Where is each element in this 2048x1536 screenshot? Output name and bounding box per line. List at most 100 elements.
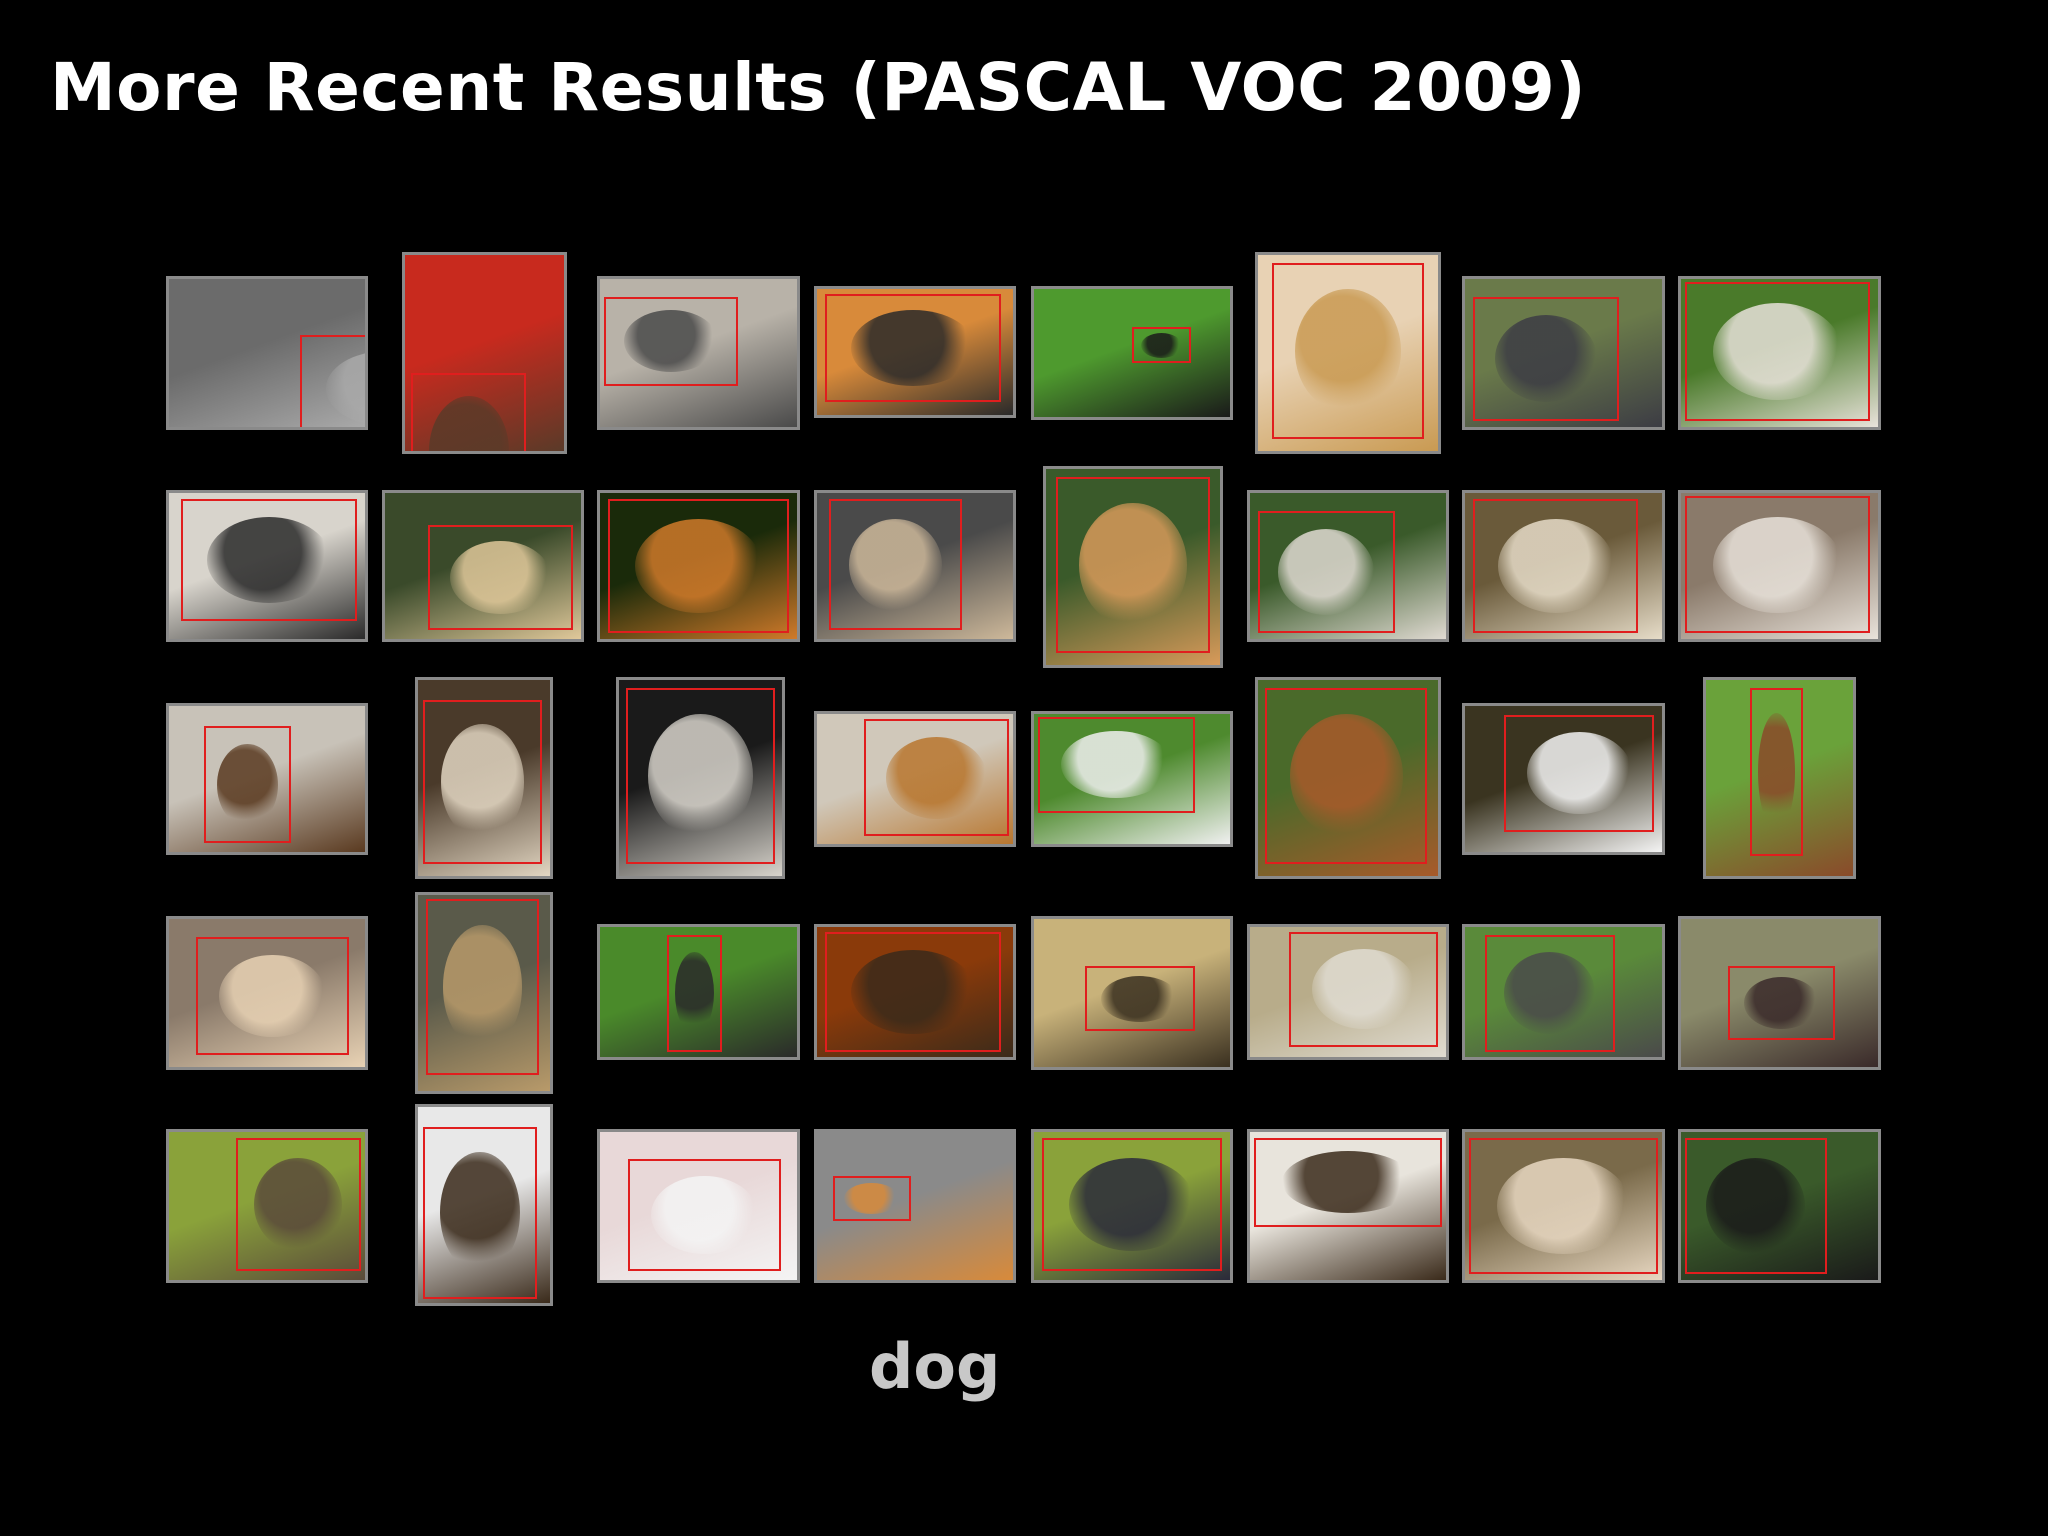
photo-subject xyxy=(219,954,327,1038)
detection-thumbnail xyxy=(415,677,553,879)
photo-subject xyxy=(844,1183,900,1215)
photo-subject xyxy=(1526,732,1632,815)
detection-thumbnail xyxy=(1462,703,1665,855)
bounding-box xyxy=(1056,476,1210,654)
photo-subject xyxy=(1311,949,1416,1030)
photo-subject xyxy=(1744,977,1819,1030)
detection-thumbnail xyxy=(166,490,368,642)
detection-thumbnail xyxy=(1678,916,1881,1070)
slide-title: More Recent Results (PASCAL VOC 2009) xyxy=(50,49,1587,126)
bounding-box xyxy=(425,898,540,1076)
detection-thumbnail xyxy=(1678,490,1881,642)
detection-thumbnail xyxy=(597,924,800,1060)
photo-subject xyxy=(1295,289,1401,413)
bounding-box xyxy=(627,1158,782,1272)
detection-thumbnail xyxy=(402,252,567,454)
photo-subject xyxy=(1289,714,1403,838)
bounding-box xyxy=(1272,262,1424,440)
bounding-box xyxy=(423,1126,537,1300)
bounding-box xyxy=(411,372,526,451)
detection-thumbnail xyxy=(1255,677,1441,879)
detection-thumbnail xyxy=(814,924,1016,1060)
detection-thumbnail xyxy=(814,490,1016,642)
detection-thumbnail xyxy=(1255,252,1441,454)
bounding-box xyxy=(1132,327,1191,364)
detection-thumbnail xyxy=(814,286,1016,418)
photo-subject xyxy=(442,925,523,1049)
photo-subject xyxy=(851,950,975,1034)
bounding-box xyxy=(1037,716,1195,813)
photo-subject xyxy=(1504,952,1596,1035)
bounding-box xyxy=(235,1137,362,1272)
detection-thumbnail xyxy=(415,892,553,1094)
bounding-box xyxy=(1041,1137,1223,1272)
photo-subject xyxy=(1061,731,1172,799)
photo-subject xyxy=(1706,1158,1806,1254)
detection-thumbnail xyxy=(1462,276,1665,430)
detection-thumbnail xyxy=(1247,1129,1449,1283)
photo-subject xyxy=(1712,516,1843,613)
bounding-box xyxy=(864,719,1010,837)
detection-thumbnail xyxy=(616,677,785,879)
detection-thumbnail xyxy=(1043,466,1223,668)
photo-subject xyxy=(217,743,278,826)
photo-subject xyxy=(449,540,552,615)
photo-subject xyxy=(254,1157,343,1252)
detection-thumbnail xyxy=(597,490,800,642)
bounding-box xyxy=(1684,495,1871,634)
detection-thumbnail xyxy=(1031,916,1233,1070)
detection-thumbnail xyxy=(1462,490,1665,642)
bounding-box xyxy=(828,498,963,631)
detection-thumbnail xyxy=(382,490,584,642)
detection-thumbnail xyxy=(1462,924,1665,1060)
photo-subject xyxy=(1101,976,1179,1022)
detection-thumbnail xyxy=(1031,711,1233,847)
photo-subject xyxy=(851,310,975,387)
bounding-box xyxy=(300,335,365,427)
photo-subject xyxy=(624,310,718,373)
detection-thumbnail xyxy=(597,276,800,430)
photo-subject xyxy=(1497,518,1614,613)
bounding-box xyxy=(196,936,350,1056)
photo-subject xyxy=(675,952,714,1035)
photo-subject xyxy=(648,714,753,838)
bounding-box xyxy=(603,296,738,386)
detection-thumbnail xyxy=(1462,1129,1665,1283)
photo-subject xyxy=(1282,1151,1414,1214)
photo-subject xyxy=(1068,1157,1196,1252)
detection-thumbnail xyxy=(415,1104,553,1306)
detection-thumbnail xyxy=(166,703,368,855)
detection-thumbnail xyxy=(166,1129,368,1283)
bounding-box xyxy=(423,699,543,865)
detection-thumbnail xyxy=(1247,490,1449,642)
bounding-box xyxy=(1468,1137,1659,1275)
bounding-box xyxy=(1257,510,1396,634)
photo-subject xyxy=(885,736,988,819)
bounding-box xyxy=(1472,498,1639,634)
photo-subject xyxy=(1140,332,1182,358)
detection-thumbnail xyxy=(1031,286,1233,420)
photo-subject xyxy=(1494,315,1597,403)
photo-subject xyxy=(650,1175,759,1255)
bounding-box xyxy=(1684,1137,1827,1275)
photo-subject xyxy=(207,517,331,604)
bounding-box xyxy=(204,726,291,844)
detection-thumbnail xyxy=(1247,924,1449,1060)
photo-subject xyxy=(440,1152,520,1274)
detection-thumbnail xyxy=(597,1129,800,1283)
bounding-box xyxy=(1265,687,1428,865)
detection-thumbnail xyxy=(166,916,368,1070)
bounding-box xyxy=(1684,281,1871,422)
bounding-box xyxy=(607,498,790,634)
bounding-box xyxy=(824,932,1002,1052)
bounding-box xyxy=(1289,932,1439,1047)
bounding-box xyxy=(824,294,1002,403)
detection-thumbnail xyxy=(1678,276,1881,430)
bounding-box xyxy=(1728,966,1835,1041)
detection-thumbnail xyxy=(814,711,1016,847)
bounding-box xyxy=(1084,966,1195,1032)
bounding-box xyxy=(832,1176,912,1221)
bounding-box xyxy=(1484,934,1615,1052)
